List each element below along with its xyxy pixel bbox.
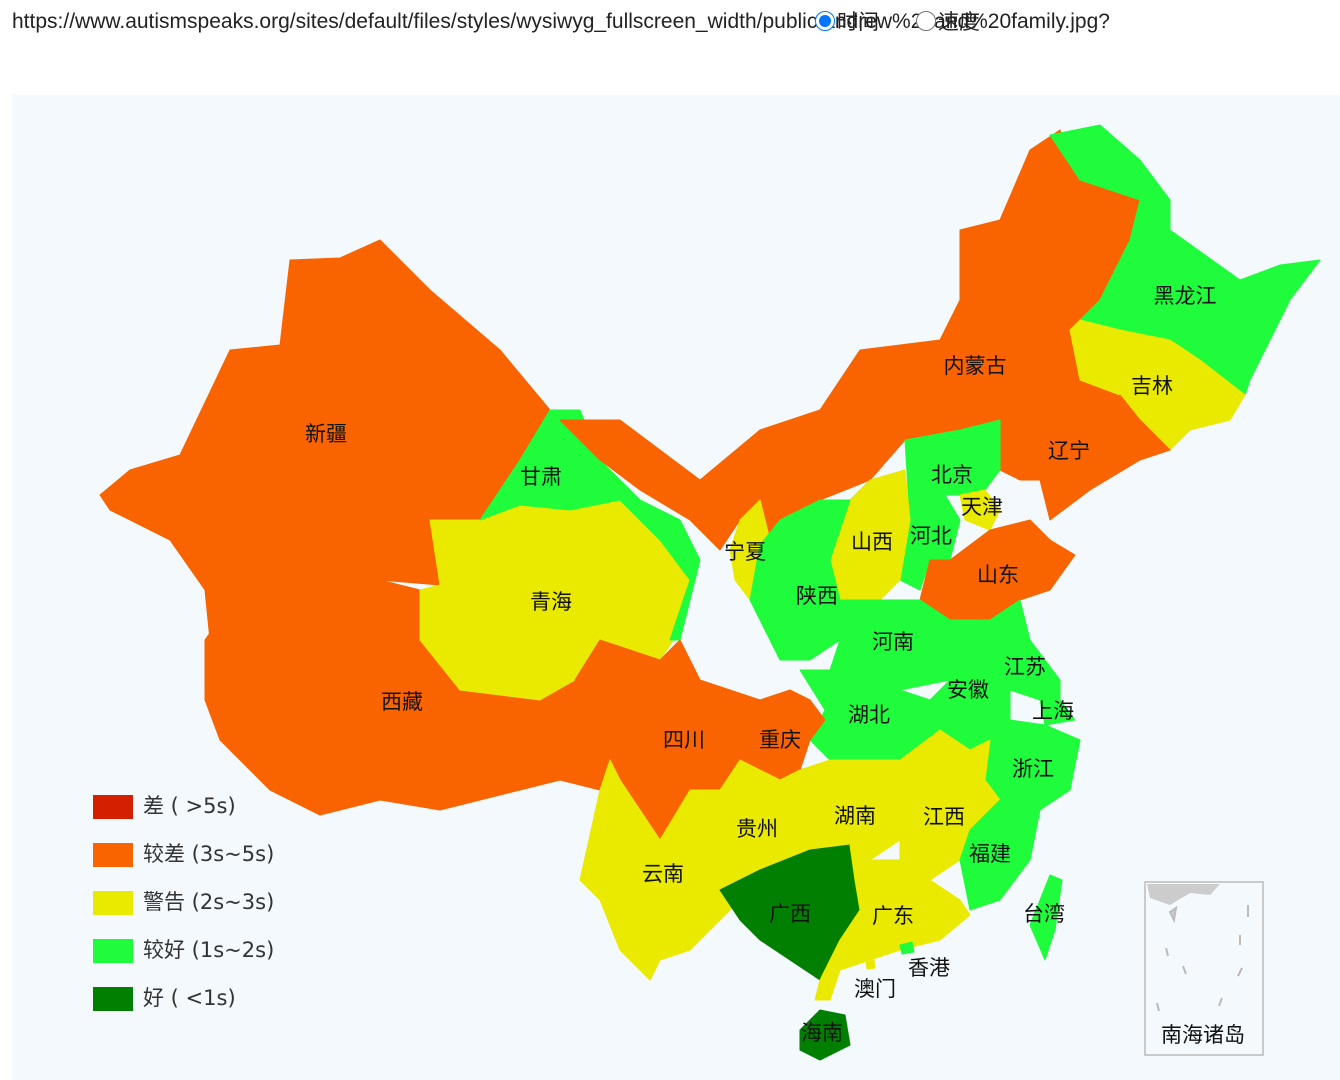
province-label: 江西 [923,805,965,829]
province[interactable] [1039,699,1076,726]
inset-frame [1144,881,1264,1056]
province-label: 江苏 [1004,655,1046,679]
province-label: 河南 [872,630,914,654]
province-label: 广东 [872,904,914,928]
province-label: 四川 [663,728,705,752]
province[interactable] [1029,874,1063,961]
legend-swatch[interactable] [93,843,133,867]
legend: 差 ( >5s) 较差 (3s~5s) 警告 (2s~3s) 较好 (1s~2s) 好 … [93,794,274,1011]
radio-label: 时间 [837,11,879,34]
legend-swatch[interactable] [93,891,133,915]
province-label: 云南 [642,862,684,886]
province[interactable] [919,519,1076,621]
radio-input[interactable] [916,11,936,31]
province[interactable] [1049,124,1321,396]
legend-label: 较差 (3s~5s) [143,842,274,866]
province-label: 香港 [908,956,950,980]
province-label: 福建 [969,842,1011,866]
radio-speed[interactable]: 速度 [916,6,980,36]
legend-swatch[interactable] [93,987,133,1011]
province-label: 辽宁 [1048,439,1090,463]
province-label: 台湾 [1023,902,1065,926]
legend-label: 较好 (1s~2s) [143,938,274,962]
province-label: 贵州 [736,817,778,841]
url-text: https://www.autismspeaks.org/sites/defau… [12,10,1110,33]
province[interactable] [899,941,915,955]
province-label: 新疆 [305,422,347,446]
radio-time[interactable]: 时间 [815,6,879,36]
province[interactable] [814,844,971,1001]
province-label: 上海 [1032,699,1074,723]
province[interactable] [959,799,1041,911]
province-label: 西藏 [381,690,423,714]
province[interactable] [479,409,701,641]
province[interactable] [865,959,876,970]
province-label: 甘肃 [520,465,562,489]
legend-label: 好 ( <1s) [143,986,236,1010]
south-sea-inset: 南海诸岛 [1144,881,1264,1056]
province-label: 吉林 [1131,374,1173,398]
province[interactable] [799,759,911,861]
province-label: 重庆 [759,728,801,752]
province-label: 广西 [769,902,811,926]
province[interactable] [579,759,761,981]
province-label: 澳门 [854,977,896,1001]
legend-swatch[interactable] [93,795,133,819]
regions [99,124,1321,1061]
province-label: 湖北 [848,703,890,727]
province-label: 湖南 [834,804,876,828]
inset-islands [1156,905,1249,1012]
province-label: 北京 [931,463,973,487]
province-label: 青海 [530,590,572,614]
province-label: 宁夏 [724,540,766,564]
province-label: 内蒙古 [944,354,1007,378]
inset-land [1147,884,1220,905]
province[interactable] [929,444,986,496]
province[interactable] [959,489,1001,531]
radio-input[interactable] [815,11,835,31]
province[interactable] [799,1009,851,1061]
province-label: 山东 [977,563,1019,587]
province[interactable] [999,394,1171,521]
province-label: 安徽 [947,678,989,702]
inset-label: 南海诸岛 [1161,1023,1245,1047]
radio-label: 速度 [938,11,980,34]
province-label: 海南 [801,1021,843,1045]
legend-label: 差 ( >5s) [143,794,236,818]
legend-swatch[interactable] [93,939,133,963]
province-label: 浙江 [1012,757,1054,781]
legend-label: 警告 (2s~3s) [143,890,274,914]
province-label: 黑龙江 [1154,284,1217,308]
province-label: 陕西 [796,584,838,608]
province-label: 河北 [910,524,952,548]
province-label: 山西 [851,530,893,554]
province-label: 天津 [961,495,1003,519]
